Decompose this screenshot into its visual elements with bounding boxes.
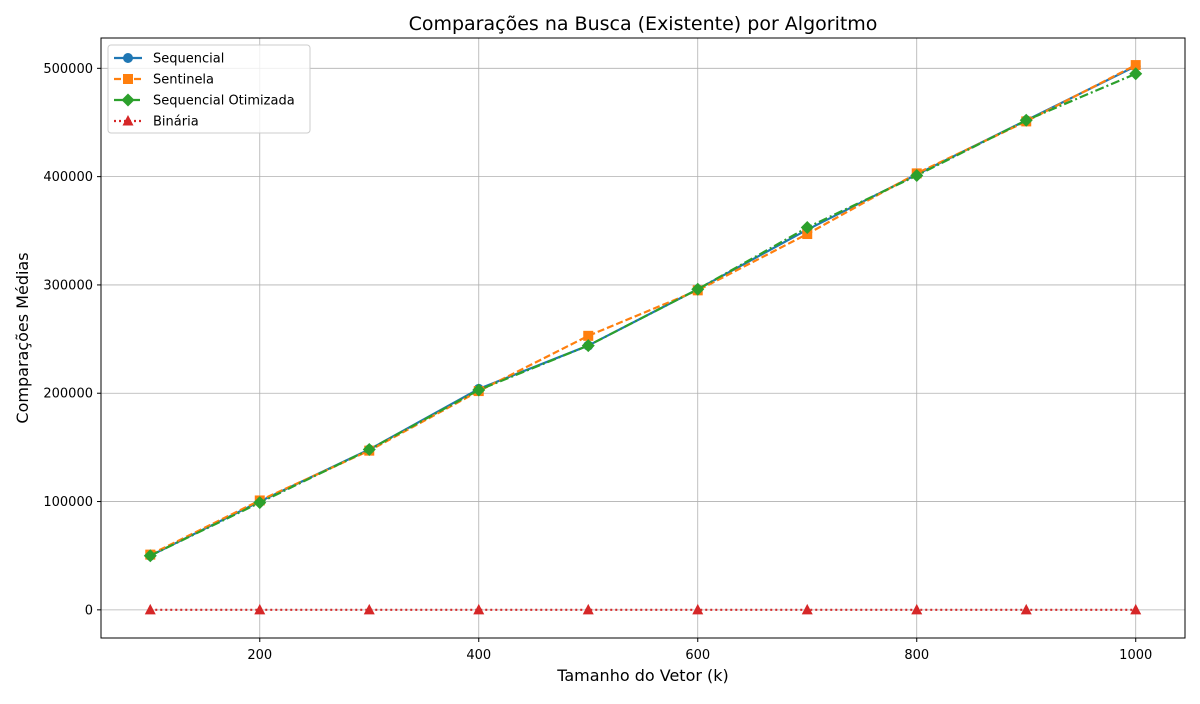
- y-tick-label: 400000: [43, 170, 93, 185]
- x-tick-label: 800: [904, 648, 929, 663]
- legend[interactable]: Sequencial Sentinela Sequencial Otimizada B…: [108, 45, 310, 133]
- x-tick-label: 600: [685, 648, 710, 663]
- legend-label: Sequencial: [153, 52, 224, 67]
- y-tick-label: 0: [85, 603, 93, 618]
- legend-label: Binária: [153, 115, 199, 130]
- legend-label: Sequencial Otimizada: [153, 94, 295, 109]
- y-tick-label: 300000: [43, 278, 93, 293]
- legend-marker: [123, 53, 133, 63]
- y-tick-label: 500000: [43, 62, 93, 77]
- y-axis-title: Comparações Médias: [13, 252, 32, 423]
- y-tick-label: 100000: [43, 495, 93, 510]
- legend-marker: [123, 74, 133, 84]
- chart-title: Comparações na Busca (Existente) por Alg…: [409, 13, 878, 35]
- x-tick-label: 200: [247, 648, 272, 663]
- x-axis-title: Tamanho do Vetor (k): [556, 666, 729, 685]
- y-tick-label: 200000: [43, 387, 93, 402]
- x-tick-label: 1000: [1119, 648, 1152, 663]
- legend-label: Sentinela: [153, 73, 214, 88]
- x-tick-label: 400: [466, 648, 491, 663]
